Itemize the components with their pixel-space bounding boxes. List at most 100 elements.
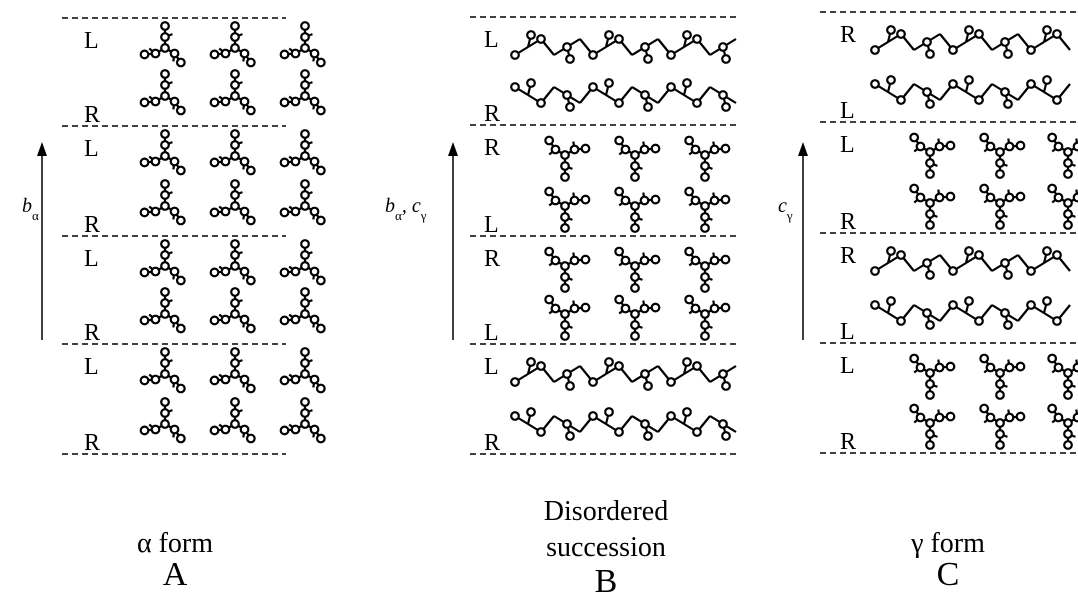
atom <box>630 172 640 182</box>
atom <box>565 381 575 391</box>
atom <box>588 82 598 92</box>
atom <box>230 397 240 407</box>
atom <box>526 78 536 88</box>
atom <box>666 377 676 387</box>
atom <box>279 267 290 278</box>
atom <box>544 186 555 197</box>
atom <box>279 49 290 60</box>
atom <box>245 105 256 116</box>
atom <box>560 272 570 282</box>
atom <box>220 314 231 325</box>
layer-hand-label: R <box>484 246 500 272</box>
atom <box>1003 99 1013 109</box>
atom <box>639 303 650 314</box>
atom <box>290 266 301 277</box>
atom <box>1063 379 1073 389</box>
atom <box>1072 141 1078 152</box>
atom <box>239 314 250 325</box>
layer-hand-label: L <box>840 98 855 124</box>
atom <box>682 30 692 40</box>
atom <box>925 169 935 179</box>
atom <box>160 408 170 418</box>
atom <box>1015 191 1026 202</box>
atom <box>925 368 935 378</box>
atom <box>150 266 161 277</box>
atom <box>870 266 880 276</box>
atom <box>279 157 290 168</box>
atom <box>239 266 250 277</box>
layer-hand-label: L <box>484 354 499 380</box>
atom <box>925 429 935 439</box>
atom <box>909 353 920 364</box>
atom <box>230 151 240 161</box>
atom <box>925 320 935 330</box>
atom <box>160 369 170 379</box>
atom <box>700 283 710 293</box>
atom <box>700 223 710 233</box>
atom <box>925 158 935 168</box>
atom <box>160 151 170 161</box>
atom <box>209 97 220 108</box>
atom <box>690 303 701 314</box>
atom <box>169 374 180 385</box>
atom <box>620 195 631 206</box>
atom <box>239 48 250 59</box>
atom <box>934 362 945 373</box>
atom <box>650 254 661 265</box>
atom <box>886 296 896 306</box>
atom <box>160 201 170 211</box>
atom <box>690 255 701 266</box>
atom <box>139 315 150 326</box>
atom <box>220 424 231 435</box>
atom <box>239 374 250 385</box>
atom <box>175 433 186 444</box>
atom <box>300 239 310 249</box>
atom <box>230 80 240 90</box>
atom <box>915 141 926 152</box>
atom <box>643 381 653 391</box>
atom <box>692 361 702 371</box>
layer-hand-label: L <box>840 319 855 345</box>
atom <box>985 362 996 373</box>
atom <box>1000 308 1010 318</box>
atom <box>150 48 161 59</box>
atom <box>700 272 710 282</box>
atom <box>315 323 326 334</box>
atom <box>550 144 561 155</box>
atom <box>560 309 570 319</box>
atom <box>230 419 240 429</box>
atom <box>995 418 1005 428</box>
atom <box>315 275 326 286</box>
atom <box>300 32 310 42</box>
atom <box>209 315 220 326</box>
atom <box>1072 412 1078 423</box>
atom <box>300 347 310 357</box>
atom <box>309 424 320 435</box>
atom <box>230 239 240 249</box>
atom <box>934 192 945 203</box>
atom <box>175 165 186 176</box>
atom <box>1042 75 1052 85</box>
atom <box>569 255 580 266</box>
atom <box>300 91 310 101</box>
atom <box>720 194 731 205</box>
atom <box>1026 45 1036 55</box>
atom <box>560 201 570 211</box>
atom <box>150 314 161 325</box>
atom <box>169 206 180 217</box>
atom <box>300 419 310 429</box>
atom <box>160 190 170 200</box>
atom <box>666 50 676 60</box>
atom <box>230 43 240 53</box>
layer-hand-label: R <box>840 429 856 455</box>
atom <box>720 143 731 154</box>
atom <box>909 183 920 194</box>
atom <box>718 369 728 379</box>
atom <box>1015 361 1026 372</box>
atom <box>315 215 326 226</box>
atom <box>279 207 290 218</box>
atom <box>709 144 720 155</box>
atom <box>160 397 170 407</box>
atom <box>230 261 240 271</box>
atom <box>1003 320 1013 330</box>
